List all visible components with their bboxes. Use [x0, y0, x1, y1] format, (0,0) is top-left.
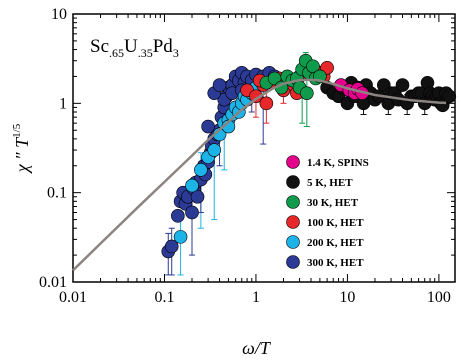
data-point [395, 78, 410, 92]
x-tick-label: 1 [252, 289, 260, 306]
x-tick-label: 10 [339, 289, 355, 306]
x-axis-label: ω/T [242, 338, 272, 358]
legend-marker [286, 235, 300, 249]
annotation-text: U [124, 36, 138, 57]
y-tick-label: 1 [59, 95, 67, 112]
data-point [164, 239, 179, 254]
composition-annotation: Sc.65U.35Pd3 [90, 36, 179, 60]
fit-curve [72, 78, 447, 272]
data-point [207, 143, 222, 157]
legend-marker [286, 255, 300, 269]
legend-label: 1.4 K, SPINS [307, 157, 369, 169]
x-tick-label: 100 [427, 289, 451, 306]
legend-label: 5 K, HET [307, 177, 353, 189]
data-point [190, 189, 205, 204]
y-axis-label-exponent: 1/5 [11, 123, 23, 138]
annotation-text: Pd [153, 36, 174, 57]
data-point [442, 89, 457, 104]
legend-label: 100 K, HET [307, 217, 364, 229]
y-tick-label: 10 [51, 6, 67, 23]
data-point [259, 96, 274, 111]
annotation-subscript: .35 [138, 46, 153, 60]
x-tick-label: 0.01 [59, 289, 87, 306]
legend-label: 300 K, HET [307, 257, 364, 269]
y-tick-label: 0.1 [47, 185, 67, 202]
legend: 1.4 K, SPINS 5 K, HET 30 K, HET 100 K, HET 2… [286, 155, 369, 269]
y-axis-label: χ ″ T1/5 [11, 123, 32, 174]
legend-label: 200 K, HET [307, 237, 364, 249]
legend-marker [286, 155, 300, 169]
y-axis-ticks: 0.01 0.1 1 10 [39, 6, 455, 291]
legend-label: 30 K, HET [307, 197, 359, 209]
y-tick-label: 0.01 [39, 274, 67, 291]
legend-marker [286, 195, 300, 209]
data-point [171, 209, 185, 223]
data-point [300, 86, 314, 100]
x-tick-label: 0.1 [154, 289, 174, 306]
legend-marker [286, 215, 300, 229]
annotation-subscript: 3 [173, 46, 179, 60]
x-axis-ticks: 0.01 0.1 1 10 100 [59, 14, 451, 306]
data-point [185, 205, 199, 220]
data-point [185, 178, 199, 193]
data-point [173, 230, 188, 244]
annotation-text: Sc [90, 36, 109, 57]
legend-marker [286, 175, 300, 189]
data-point [194, 163, 208, 177]
plot-frame [72, 13, 456, 283]
y-axis-label-main: χ ″ T [12, 136, 32, 174]
data-point [201, 119, 215, 134]
annotation-subscript: .65 [109, 46, 124, 60]
plot-area [72, 13, 457, 283]
data-point [212, 78, 227, 92]
